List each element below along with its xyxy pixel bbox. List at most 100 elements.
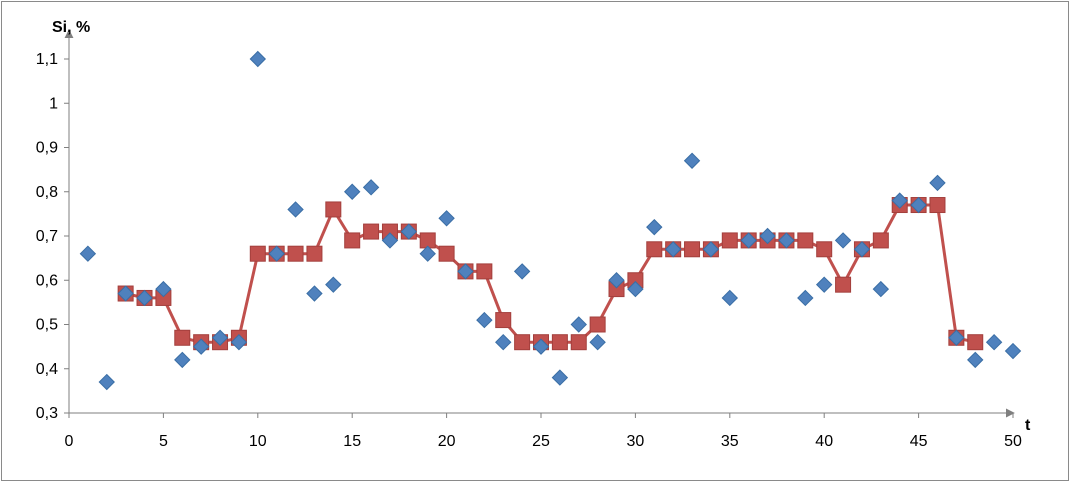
square-point: [514, 334, 531, 351]
y-tick-label: 1,1: [36, 51, 58, 68]
diamond-point: [570, 316, 587, 333]
y-tick-label: 0,9: [36, 140, 58, 157]
diamond-point: [797, 289, 814, 307]
diamond-point: [476, 311, 493, 329]
square-point: [570, 334, 587, 351]
diamond-point: [457, 263, 474, 280]
x-tick-label: 0: [65, 433, 74, 450]
diamond-point: [759, 227, 776, 245]
diamond-point: [1004, 342, 1022, 360]
square-point: [646, 241, 663, 258]
diamond-point: [910, 196, 927, 214]
diamond-point: [400, 223, 418, 240]
diamond-point: [834, 232, 852, 249]
x-tick-label: 35: [721, 433, 739, 450]
diamond-point: [815, 276, 833, 293]
x-tick-label: 25: [532, 433, 550, 450]
y-tick-label: 0,7: [36, 228, 58, 245]
diamond-point: [646, 218, 663, 236]
diamond-point: [664, 241, 682, 258]
diamond-point: [325, 276, 342, 293]
diamond-point: [513, 263, 531, 280]
diamond-point: [98, 373, 115, 391]
diamond-point: [381, 232, 399, 249]
diamond-point: [79, 245, 97, 262]
diamond-point: [495, 333, 512, 351]
diamond-point: [230, 333, 248, 351]
diamond-point: [532, 338, 550, 355]
square-point: [551, 334, 568, 351]
square-point: [363, 223, 380, 240]
diamond-point: [740, 232, 757, 249]
diamond-point: [155, 280, 172, 298]
observed-series: [79, 50, 1022, 391]
diamond-point: [948, 329, 965, 346]
diamond-point: [891, 192, 908, 209]
diamond-point: [268, 245, 285, 262]
diamond-point: [174, 351, 191, 369]
x-tick-label: 15: [343, 433, 361, 450]
square-point: [589, 316, 606, 333]
y-tick-label: 0,4: [36, 361, 58, 378]
diamond-point: [929, 174, 946, 192]
diamond-point: [589, 333, 606, 351]
diamond-point: [362, 179, 380, 196]
diamond-point: [608, 272, 625, 289]
diamond-point: [117, 285, 134, 302]
y-tick-label: 0,5: [36, 317, 58, 334]
y-tick-label: 0,6: [36, 272, 58, 289]
diamond-point: [211, 329, 229, 346]
diamond-point: [778, 232, 795, 249]
x-tick-label: 50: [1004, 433, 1022, 450]
x-tick-label: 40: [815, 433, 833, 450]
tick-labels: 0,3 0,4 0,5 0,6 0,7 0,8 0,9 1 1,1 0 5 10 15 20 25 30 35 4…: [36, 51, 1022, 450]
diamond-point: [683, 152, 701, 169]
diamond-point: [627, 280, 644, 298]
square-point: [684, 241, 701, 258]
square-point: [816, 241, 833, 258]
square-point: [929, 197, 946, 214]
square-point: [306, 245, 323, 262]
x-tick-label: 30: [627, 433, 645, 450]
square-point: [797, 232, 814, 249]
diamond-point: [551, 369, 569, 386]
square-point: [872, 232, 889, 249]
diamond-point: [853, 241, 871, 258]
diamond-point: [967, 351, 984, 369]
diamond-point: [249, 50, 267, 68]
square-point: [495, 312, 512, 329]
square-point: [287, 245, 304, 262]
fitted-line: [125, 203, 976, 344]
x-tick-label: 10: [249, 433, 267, 450]
diamond-point: [287, 201, 304, 218]
diamond-point: [136, 289, 153, 307]
diamond-point: [702, 241, 720, 258]
square-point: [174, 329, 191, 346]
x-tick-label: 20: [438, 433, 456, 450]
y-tick-label: 0,8: [36, 184, 58, 201]
diamond-point: [192, 338, 210, 355]
square-point: [835, 276, 852, 293]
diamond-point: [985, 333, 1003, 351]
diamond-point: [721, 289, 739, 307]
y-tick-label: 0,3: [36, 405, 58, 422]
square-point: [249, 245, 266, 262]
fitted-series: [117, 197, 984, 351]
diamond-point: [438, 210, 455, 227]
diamond-point: [872, 280, 890, 298]
square-point: [344, 232, 361, 249]
square-point: [476, 263, 493, 280]
diamond-point: [306, 285, 323, 302]
square-point: [721, 232, 738, 249]
diamond-point: [419, 245, 436, 262]
square-point: [325, 201, 342, 218]
diamond-point: [343, 183, 361, 200]
x-tick-label: 5: [159, 433, 168, 450]
x-axis-label: t: [1025, 417, 1031, 434]
y-axis-label: Si, %: [52, 19, 90, 36]
square-point: [967, 334, 984, 351]
x-tick-label: 45: [910, 433, 928, 450]
axes: [64, 29, 1015, 418]
